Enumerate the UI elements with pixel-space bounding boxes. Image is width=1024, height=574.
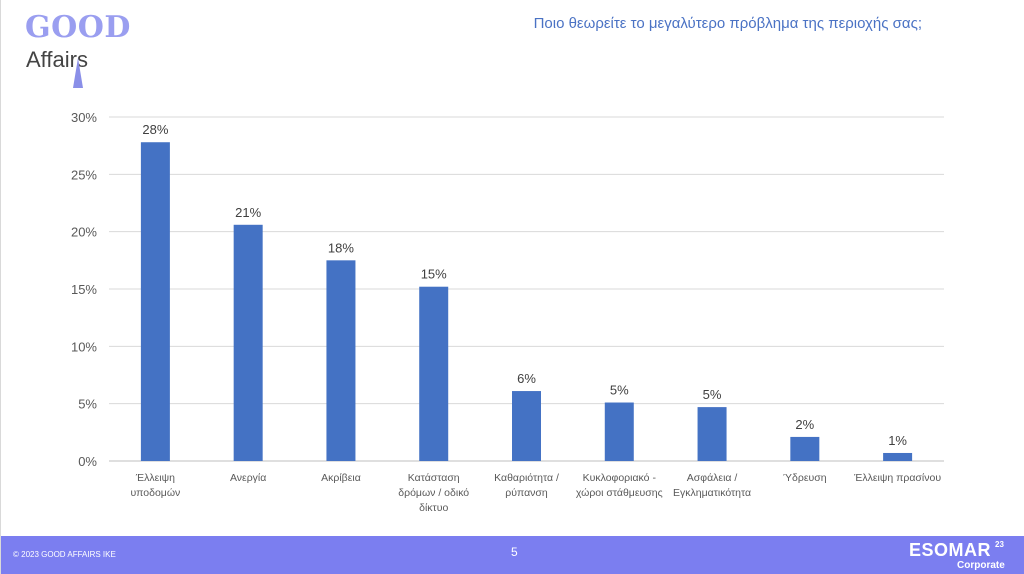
y-tick-label: 10%: [71, 339, 97, 354]
esomar-logo: ESOMAR 23 Corporate: [909, 540, 1019, 572]
bar: [697, 407, 727, 461]
data-label: 28%: [142, 122, 168, 137]
y-tick-label: 30%: [71, 110, 97, 125]
y-tick-label: 5%: [78, 397, 97, 412]
x-category-label: δρόμων / οδικό: [398, 487, 469, 499]
bar: [233, 224, 263, 461]
x-category-label: δίκτυο: [419, 502, 448, 514]
data-label: 21%: [235, 205, 261, 220]
y-tick-label: 20%: [71, 225, 97, 240]
logo-top-text: GOOD: [25, 10, 131, 45]
bar-chart: 0% 5% 10% 15% 20% 25% 30% 28% 21% 18% 15% 6% 5% 5% 2%…: [71, 110, 944, 514]
data-label: 5%: [610, 383, 629, 398]
x-category-label: ρύπανση: [505, 487, 548, 499]
data-label: 18%: [328, 240, 354, 255]
bar: [140, 142, 170, 461]
esomar-year: 23: [995, 540, 1004, 549]
logo-figure-icon: [73, 58, 83, 88]
y-axis-ticks: 0% 5% 10% 15% 20% 25% 30%: [71, 110, 97, 469]
x-category-label: Καθαριότητα /: [494, 472, 559, 484]
x-category-label: Κυκλοφοριακό -: [583, 472, 657, 484]
bar: [790, 436, 820, 461]
good-affairs-logo: GOOD Affairs: [25, 10, 135, 88]
question-title: Ποιο θεωρείτε το μεγαλύτερο πρόβλημα της…: [533, 15, 922, 32]
data-label: 15%: [421, 267, 447, 282]
x-axis-categories: Έλλειψη υποδομών Ανεργία Ακρίβεια Κατάσταση δ…: [130, 472, 941, 514]
bar: [604, 402, 634, 461]
x-category-label: χώροι στάθμευσης: [576, 487, 663, 499]
data-label: 2%: [795, 417, 814, 432]
x-category-label: Ακρίβεια: [321, 472, 361, 484]
copyright-text: © 2023 GOOD AFFAIRS IKE: [13, 550, 116, 559]
y-tick-label: 15%: [71, 282, 97, 297]
x-category-label: Κατάσταση: [408, 472, 460, 484]
footer-bar: © 2023 GOOD AFFAIRS IKE 5 ESOMAR 23 Corp…: [1, 536, 1024, 574]
y-tick-label: 0%: [78, 454, 97, 469]
x-category-label: Ασφάλεια /: [687, 472, 738, 484]
x-category-label: Έλλειψη πρασίνου: [853, 472, 941, 484]
data-labels: 28% 21% 18% 15% 6% 5% 5% 2% 1%: [142, 122, 907, 448]
x-category-label: Έλλειψη: [135, 472, 175, 484]
x-category-label: υποδομών: [130, 487, 180, 499]
esomar-subtitle: Corporate: [957, 560, 1005, 571]
data-label: 6%: [517, 371, 536, 386]
y-tick-label: 25%: [71, 167, 97, 182]
esomar-name: ESOMAR: [909, 540, 992, 560]
bars: [140, 142, 913, 461]
x-category-label: Ανεργία: [230, 472, 266, 484]
data-label: 1%: [888, 433, 907, 448]
x-category-label: Ύδρευση: [783, 472, 827, 484]
bar: [419, 286, 449, 461]
bar: [512, 391, 541, 461]
page-number: 5: [511, 545, 518, 559]
data-label: 5%: [703, 387, 722, 402]
bar: [326, 260, 356, 461]
bar: [883, 452, 913, 461]
x-category-label: Εγκληματικότητα: [673, 487, 751, 499]
